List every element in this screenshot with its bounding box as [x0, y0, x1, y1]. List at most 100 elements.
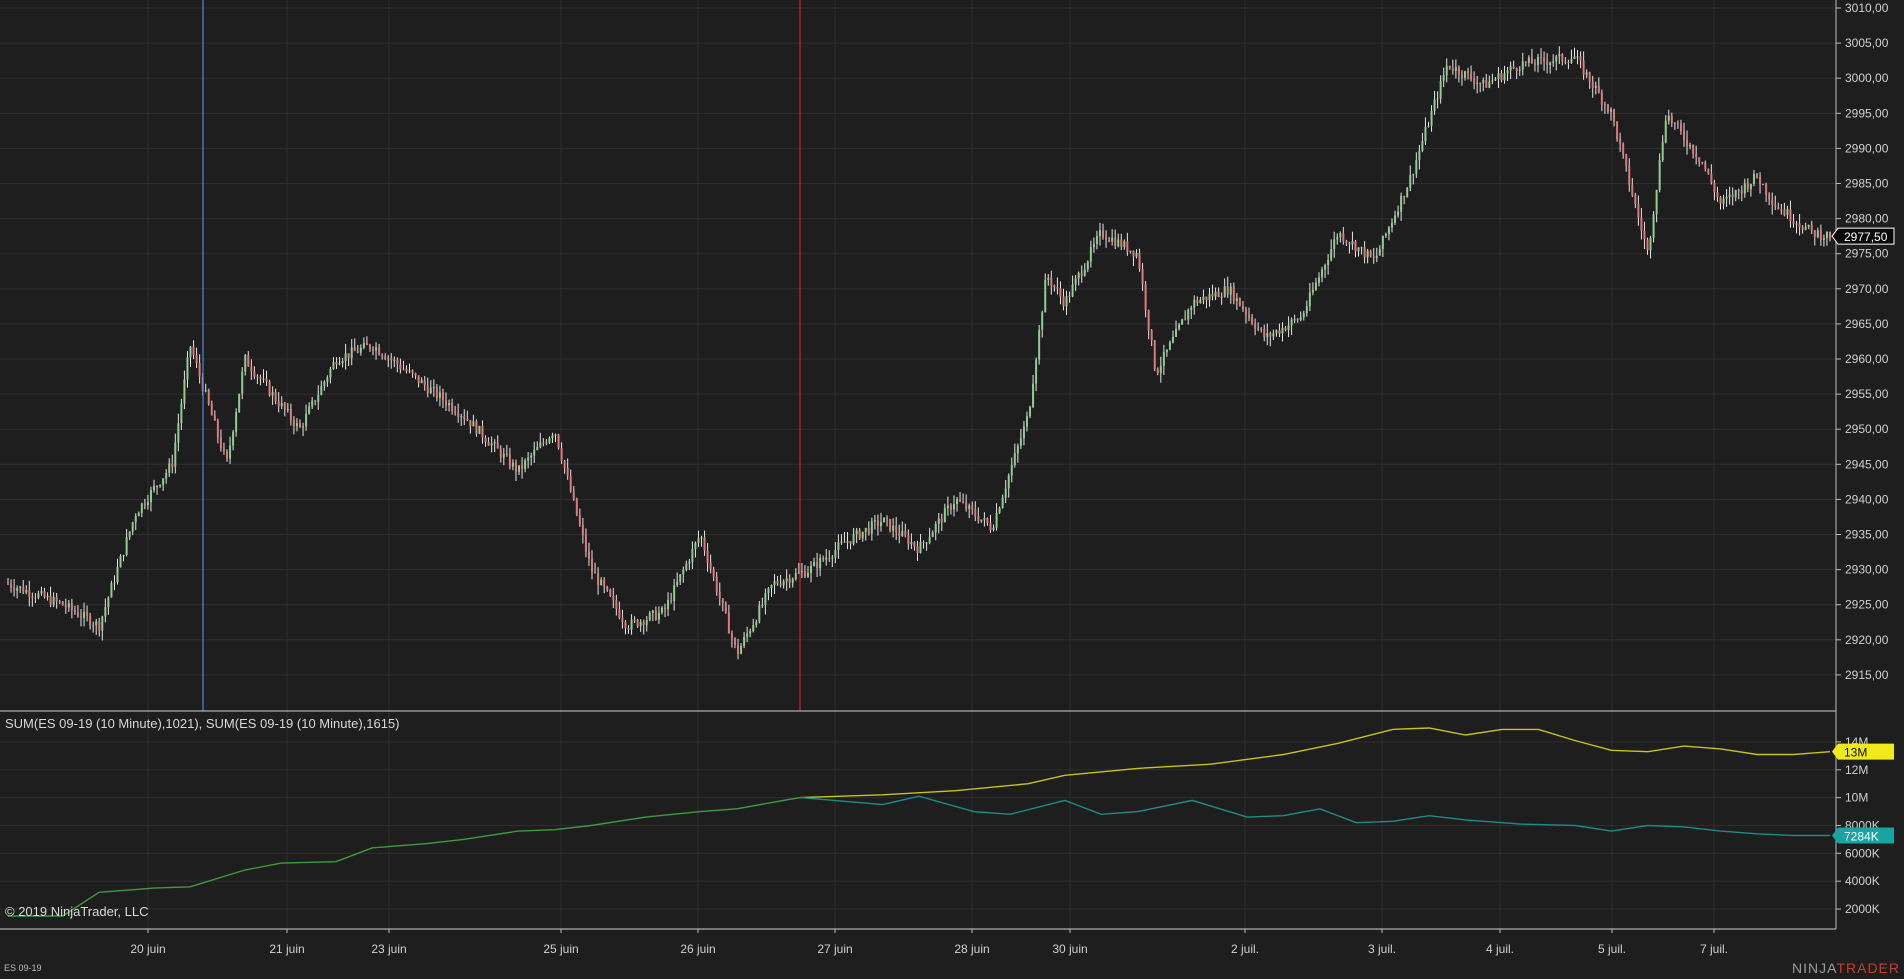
- price-tick-label: 3010,00: [1845, 1, 1889, 15]
- candle-up: [685, 563, 688, 570]
- candle-down: [1102, 230, 1105, 238]
- candle-up: [1573, 56, 1576, 59]
- price-tick-label: 2915,00: [1845, 668, 1889, 682]
- vertical-markers: [202, 0, 801, 711]
- indicator-label: SUM(ES 09-19 (10 Minute),1021), SUM(ES 0…: [5, 716, 400, 731]
- price-axis-ticks: 3010,00 3005,00 3000,00 2995,00 2990,00 2985,…: [1836, 1, 1889, 682]
- candle-down: [706, 550, 709, 563]
- candle-up: [1178, 324, 1181, 329]
- candle-down: [1342, 233, 1345, 242]
- candle-down: [1716, 192, 1719, 198]
- candle-up: [1171, 337, 1174, 343]
- instrument-label: ES 09-19: [4, 963, 42, 973]
- candle-up: [861, 531, 864, 539]
- candle-down: [7, 583, 9, 585]
- candles: [7, 46, 1831, 660]
- candle-down: [916, 546, 919, 553]
- price-tick-label: 2970,00: [1845, 282, 1889, 296]
- candle-down: [615, 600, 618, 609]
- brand-prefix: NINJA: [1792, 960, 1837, 976]
- candle-down: [1354, 241, 1357, 252]
- candle-down: [1798, 223, 1801, 228]
- candle-up: [749, 631, 752, 634]
- candle-down: [572, 491, 575, 499]
- candle-up: [952, 504, 955, 510]
- candle-up: [956, 499, 959, 505]
- candle-up: [1001, 497, 1004, 509]
- candle-down: [1561, 54, 1564, 62]
- candle-up: [1786, 209, 1789, 216]
- candle-up: [104, 607, 107, 617]
- candle-down: [1746, 183, 1749, 190]
- candle-up: [910, 542, 913, 545]
- candle-down: [402, 369, 405, 371]
- candle-down: [43, 591, 46, 598]
- candle-down: [514, 462, 517, 472]
- candle-down: [61, 601, 64, 606]
- candle-down: [1372, 256, 1375, 258]
- candle-up: [40, 591, 43, 594]
- candle-up: [329, 368, 332, 378]
- candle-down: [867, 527, 870, 534]
- candle-up: [524, 460, 527, 469]
- candle-down: [22, 586, 25, 593]
- candle-down: [578, 514, 581, 525]
- candle-up: [1752, 173, 1755, 184]
- candle-up: [1536, 56, 1539, 65]
- candle-down: [822, 557, 825, 560]
- candle-up: [743, 636, 746, 646]
- candle-up: [113, 582, 116, 584]
- candle-up: [1010, 465, 1013, 476]
- price-tick-label: 2930,00: [1845, 563, 1889, 577]
- candle-up: [137, 513, 140, 517]
- candle-down: [1184, 319, 1187, 321]
- candle-up: [852, 534, 855, 544]
- candle-down: [55, 596, 58, 602]
- candle-down: [642, 621, 645, 626]
- candle-up: [1394, 215, 1397, 223]
- candle-up: [1366, 250, 1369, 258]
- candle-down: [335, 361, 338, 365]
- candle-down: [1622, 143, 1625, 155]
- candle-down: [1114, 237, 1117, 247]
- candle-up: [764, 593, 767, 605]
- candle-up: [37, 593, 40, 598]
- candle-up: [1007, 475, 1010, 489]
- price-tick-label: 2960,00: [1845, 352, 1889, 366]
- candle-down: [457, 413, 460, 417]
- price-tick-label: 2990,00: [1845, 141, 1889, 155]
- candle-down: [508, 454, 511, 467]
- candle-down: [1579, 56, 1582, 61]
- candle-up: [1661, 142, 1664, 160]
- candle-down: [463, 416, 466, 419]
- candle-down: [788, 578, 791, 583]
- candle-up: [806, 572, 809, 577]
- candle-down: [414, 373, 417, 376]
- candle-down: [475, 421, 478, 434]
- candle-down: [372, 348, 375, 351]
- teal-series-line: [800, 795, 1830, 837]
- candle-down: [849, 541, 852, 544]
- candle-up: [943, 508, 946, 523]
- candle-up: [186, 357, 189, 380]
- candle-up: [1202, 296, 1205, 300]
- time-grid: [147, 0, 1715, 928]
- candle-down: [724, 603, 727, 613]
- candle-up: [1083, 269, 1086, 276]
- candle-up: [980, 519, 983, 522]
- candle-down: [487, 442, 490, 446]
- candle-up: [387, 358, 390, 360]
- candle-up: [1095, 236, 1098, 244]
- candle-down: [1774, 204, 1777, 207]
- candle-up: [1807, 224, 1810, 227]
- candle-down: [384, 356, 387, 360]
- yellow-value-marker: 13M: [1832, 743, 1894, 760]
- candle-up: [1552, 61, 1555, 63]
- candle-up: [1400, 195, 1403, 212]
- candle-down: [1254, 323, 1257, 329]
- candle-up: [1549, 62, 1552, 65]
- candle-down: [1564, 61, 1567, 63]
- candle-up: [870, 521, 873, 534]
- candle-up: [420, 380, 423, 384]
- candle-down: [569, 475, 572, 492]
